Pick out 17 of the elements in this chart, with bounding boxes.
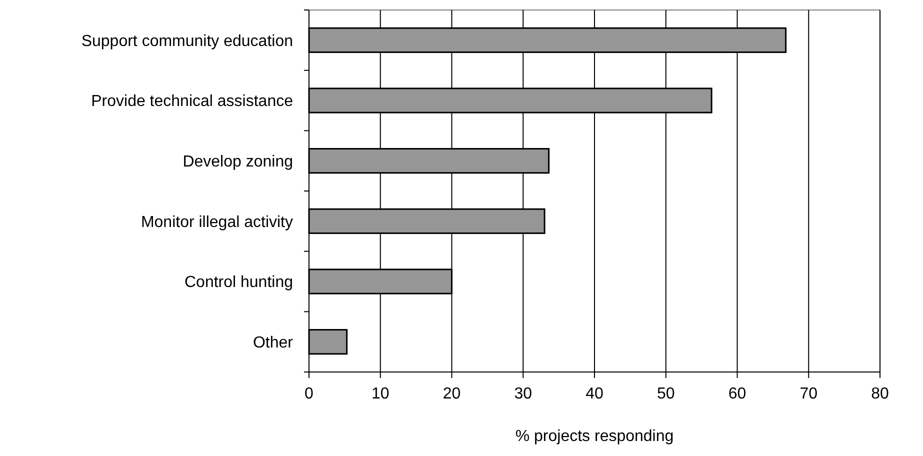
- x-tick-label: 70: [800, 386, 818, 403]
- y-tick-label: Control hunting: [184, 274, 293, 292]
- y-tick-label: Monitor illegal activity: [140, 214, 293, 231]
- bar: [308, 329, 348, 355]
- x-tick-label: 0: [304, 386, 314, 403]
- x-tick-label: 50: [656, 386, 675, 403]
- x-tick-label: 30: [514, 386, 532, 403]
- y-tick-label: Other: [252, 334, 294, 352]
- x-tick-label: 20: [442, 386, 461, 403]
- x-axis-title: % projects responding: [515, 428, 674, 445]
- y-tick-label: Develop zoning: [182, 153, 293, 170]
- y-tick-label: Support community education: [81, 32, 293, 50]
- x-tick-label: 80: [871, 386, 889, 403]
- x-tick-label: 10: [371, 386, 390, 403]
- y-tick-label: Provide technical assistance: [91, 93, 294, 110]
- x-tick-label: 60: [728, 386, 746, 403]
- x-tick-label: 40: [586, 386, 604, 403]
